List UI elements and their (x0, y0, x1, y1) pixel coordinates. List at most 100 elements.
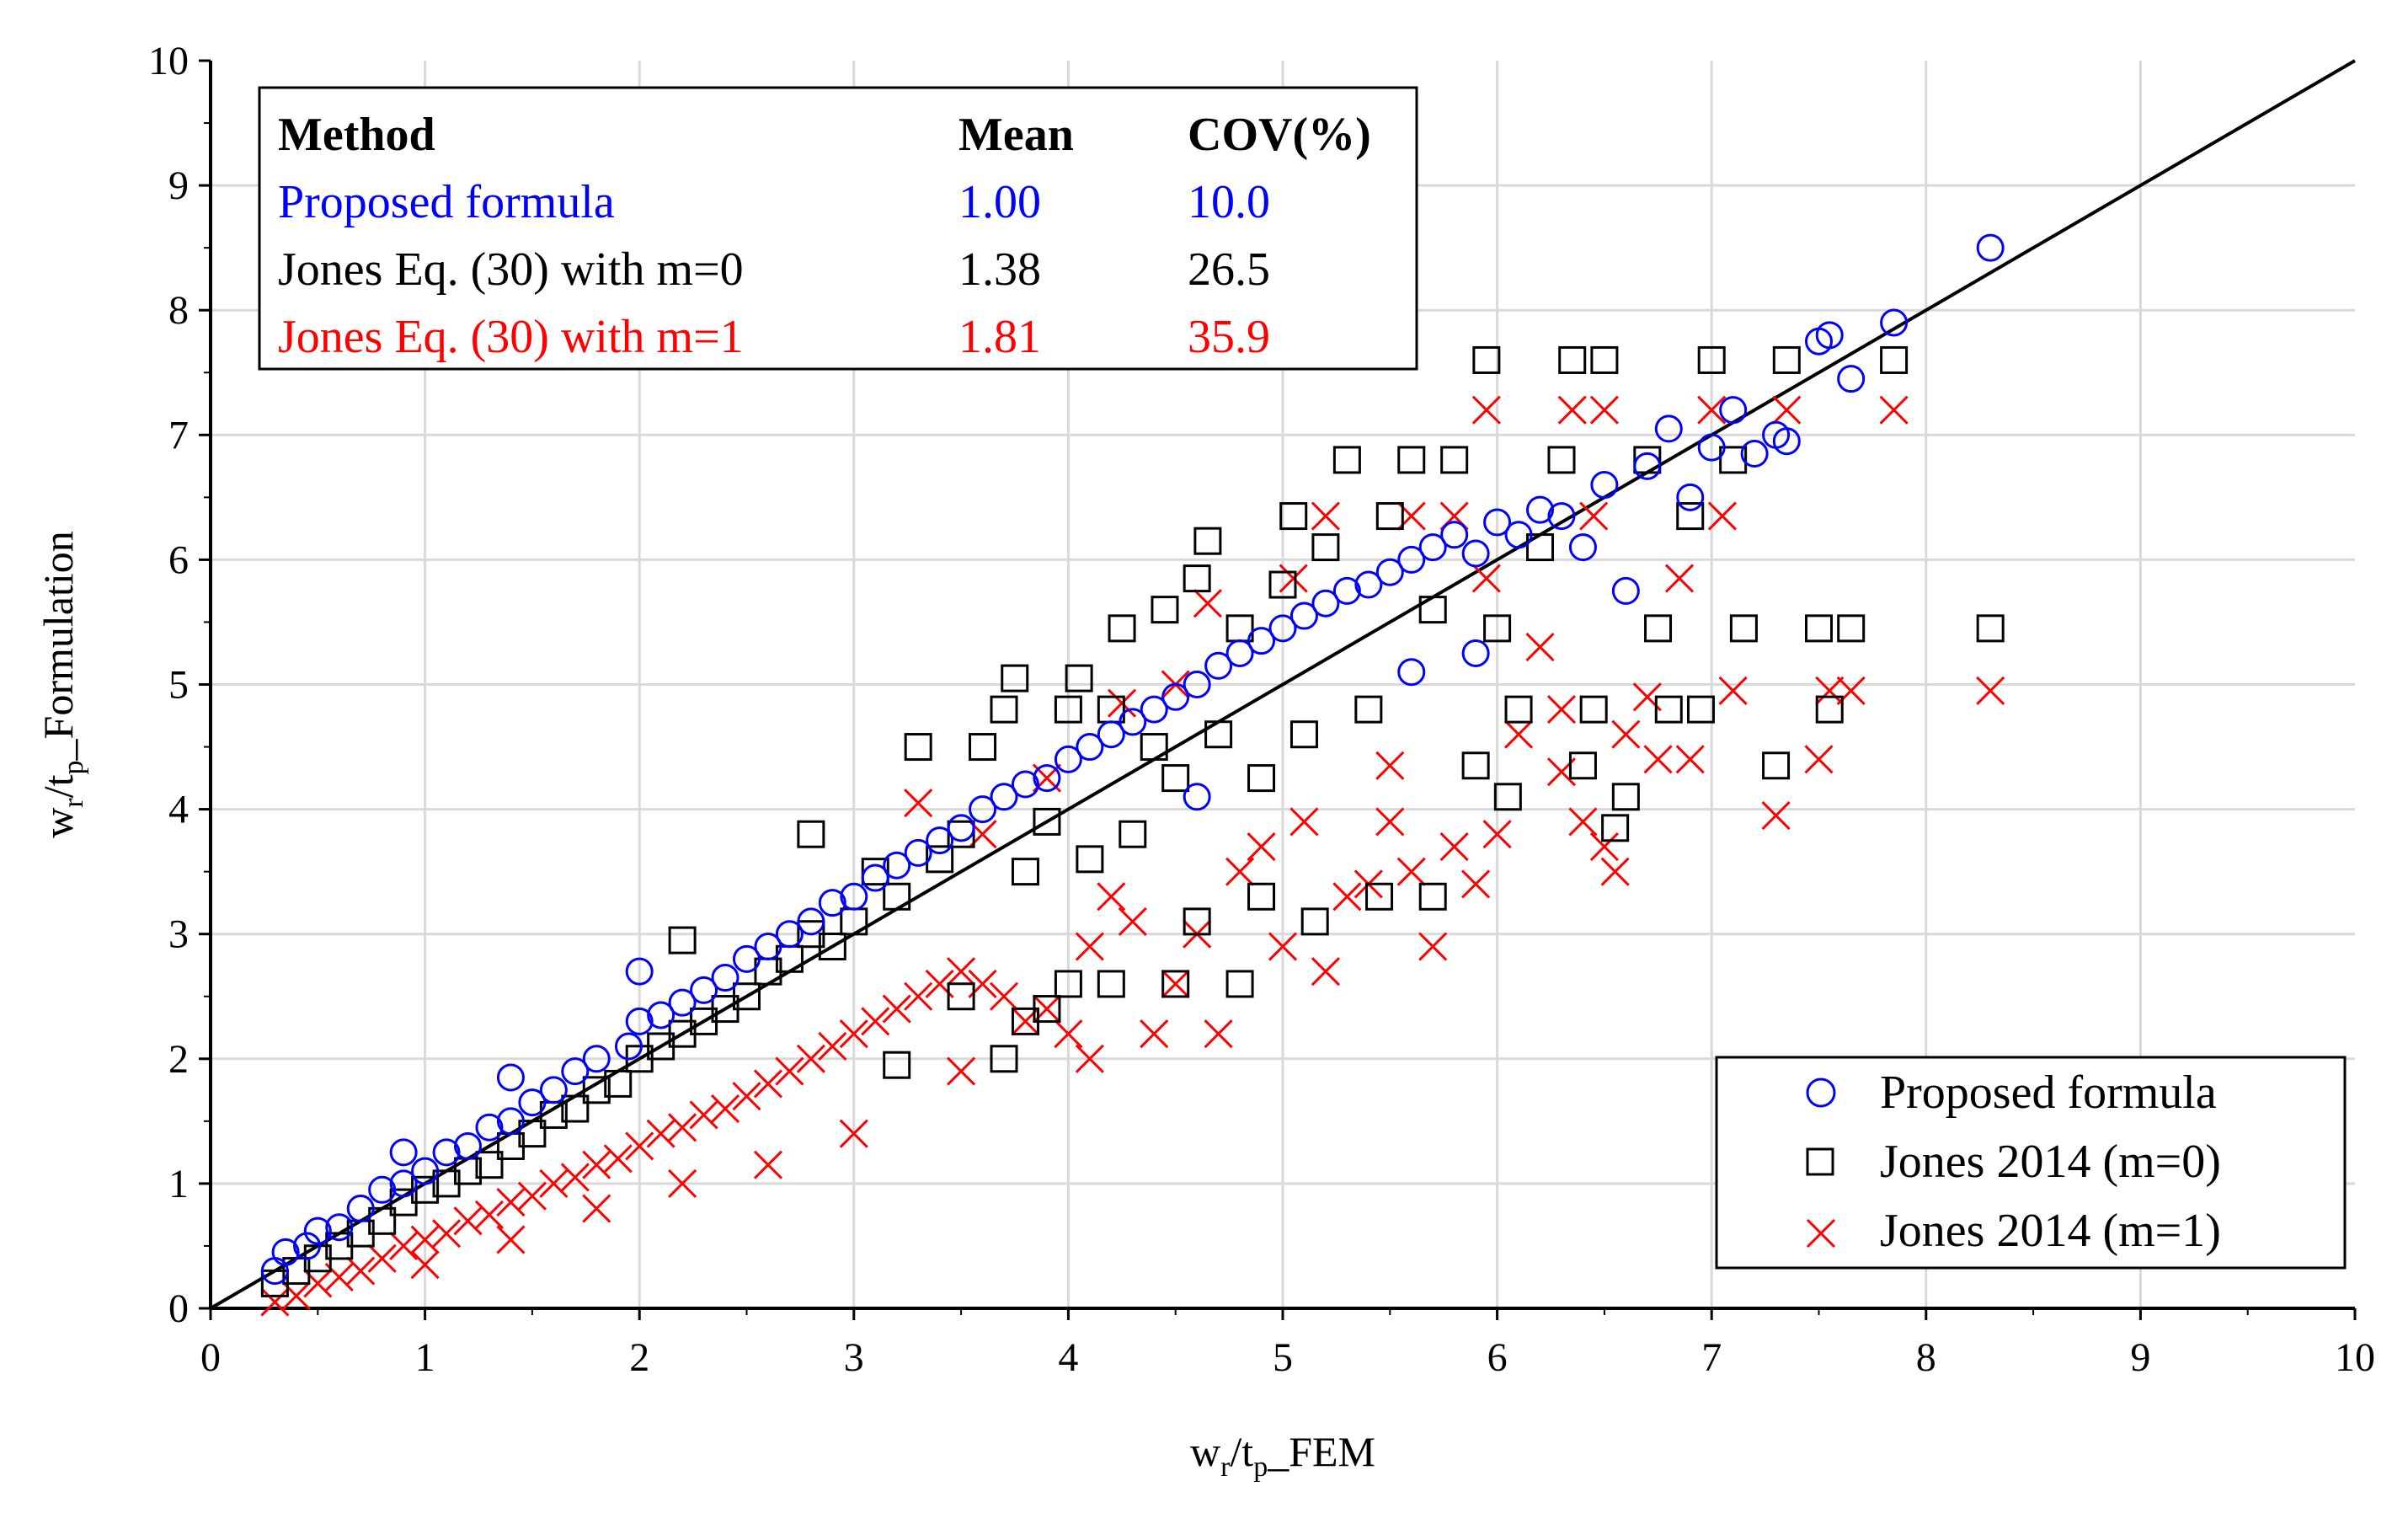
x-tick-label: 2 (629, 1335, 649, 1380)
point-jones-m0 (1719, 446, 1748, 474)
x-axis-title: wr/tp_FEM (1190, 1428, 1375, 1483)
point-jones-m0 (1558, 345, 1587, 374)
point-jones-m1 (1546, 695, 1577, 725)
point-proposed-formula (1740, 440, 1769, 468)
point-jones-m0 (1161, 764, 1190, 793)
point-jones-m0 (561, 1094, 590, 1123)
point-proposed-formula (1568, 533, 1597, 562)
point-proposed-formula (1204, 651, 1233, 680)
point-jones-m1 (1311, 501, 1340, 531)
point-jones-m0 (1108, 614, 1136, 643)
point-jones-m1 (1075, 932, 1104, 961)
point-jones-m0 (1611, 783, 1640, 811)
point-jones-m0 (1579, 695, 1608, 724)
point-jones-m1 (861, 1007, 890, 1036)
point-proposed-formula (733, 944, 761, 973)
point-jones-m0 (1440, 446, 1469, 474)
x-tick-label: 9 (2130, 1335, 2150, 1380)
point-jones-m1 (646, 1119, 675, 1148)
point-jones-m0 (818, 933, 846, 961)
point-jones-m0 (1397, 446, 1426, 474)
point-jones-m0 (904, 733, 932, 762)
point-proposed-formula (840, 882, 868, 911)
point-jones-m0 (1279, 502, 1308, 531)
point-jones-m1 (1664, 564, 1695, 593)
point-jones-m0 (1183, 564, 1211, 593)
point-jones-m1 (1697, 395, 1727, 425)
point-jones-m0 (1289, 720, 1318, 749)
point-jones-m0 (1354, 695, 1383, 724)
point-proposed-formula (1837, 365, 1866, 393)
point-jones-m1 (1525, 633, 1555, 662)
legend-label: Jones 2014 (m=0) (1880, 1136, 2221, 1188)
point-jones-m1 (1289, 807, 1319, 837)
y-tick-label: 5 (168, 663, 189, 708)
point-jones-m0 (368, 1206, 397, 1235)
point-jones-m0 (947, 982, 975, 1011)
y-tick-label: 7 (168, 413, 189, 457)
point-proposed-formula (904, 838, 932, 867)
point-proposed-formula (625, 957, 654, 986)
point-proposed-formula (1697, 433, 1726, 462)
point-jones-m0 (1461, 751, 1490, 780)
point-proposed-formula (496, 1107, 525, 1136)
point-proposed-formula (1676, 483, 1705, 511)
point-jones-m1 (1718, 676, 1748, 705)
point-jones-m1 (603, 1144, 633, 1174)
point-proposed-formula (1097, 720, 1125, 749)
point-jones-m0 (861, 858, 889, 886)
point-jones-m0 (1418, 596, 1447, 624)
point-jones-m1 (1225, 857, 1255, 886)
stats-header-cov: COV(%) (1188, 109, 1371, 161)
point-proposed-formula (1504, 521, 1533, 549)
point-jones-m0 (1033, 995, 1061, 1024)
point-jones-m1 (775, 1056, 804, 1086)
y-axis-title: wr/tp_Formulation (35, 531, 89, 837)
point-proposed-formula (1033, 764, 1061, 793)
point-jones-m1 (496, 1225, 526, 1254)
stats-row-method: Proposed formula (278, 176, 615, 228)
point-jones-m1 (1375, 807, 1405, 837)
point-jones-m0 (1880, 345, 1909, 374)
point-proposed-formula (518, 1088, 547, 1117)
point-jones-m1 (346, 1256, 376, 1286)
point-proposed-formula (1418, 533, 1447, 562)
point-jones-m1 (1804, 745, 1834, 774)
point-proposed-formula (389, 1169, 418, 1198)
point-proposed-formula (454, 1131, 483, 1160)
point-proposed-formula (1483, 508, 1512, 537)
point-jones-m1 (689, 1100, 718, 1130)
point-jones-m1 (1675, 745, 1705, 774)
point-proposed-formula (346, 1195, 375, 1223)
stats-header-mean: Mean (958, 109, 1074, 161)
point-jones-m1 (1557, 395, 1587, 425)
point-jones-m0 (1097, 970, 1125, 998)
point-proposed-formula (1183, 671, 1211, 698)
point-proposed-formula (947, 814, 975, 842)
point-jones-m0 (926, 845, 954, 874)
point-proposed-formula (325, 1213, 354, 1242)
y-tick-label: 9 (168, 163, 189, 208)
point-jones-m0 (1418, 882, 1447, 911)
point-jones-m0 (582, 1076, 611, 1104)
point-proposed-formula (1772, 427, 1801, 456)
point-jones-m1 (1461, 869, 1491, 899)
point-jones-m0 (1568, 751, 1597, 780)
point-jones-m0 (1976, 614, 2005, 643)
point-proposed-formula (1268, 614, 1297, 643)
point-jones-m0 (990, 695, 1018, 724)
point-jones-m1 (1611, 719, 1641, 749)
point-proposed-formula (818, 889, 846, 917)
point-jones-m1 (496, 1188, 526, 1217)
point-jones-m0 (1504, 695, 1533, 724)
x-tick-label: 7 (1701, 1335, 1722, 1380)
stats-header-method: Method (278, 109, 435, 161)
point-jones-m1 (947, 957, 976, 987)
point-jones-m1 (1589, 395, 1619, 425)
point-proposed-formula (883, 851, 911, 880)
y-tick-label: 6 (168, 537, 189, 582)
point-jones-m0 (1311, 533, 1340, 562)
point-jones-m1 (1568, 807, 1598, 837)
point-jones-m1 (1643, 745, 1673, 774)
point-jones-m1 (1247, 831, 1276, 862)
